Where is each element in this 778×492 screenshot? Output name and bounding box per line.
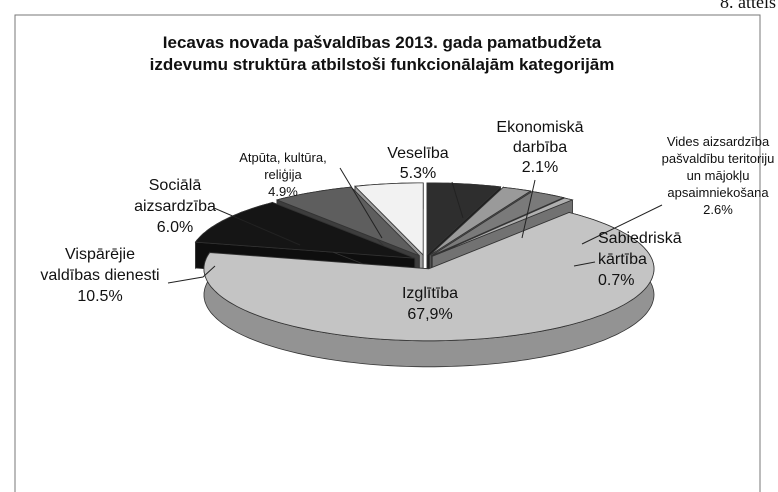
- slice: [429, 186, 532, 256]
- category-label: Sociālā aizsardzība: [134, 177, 216, 215]
- value-label: 67,9%: [407, 306, 452, 323]
- leader-line: [581, 204, 663, 245]
- slice: [432, 197, 574, 257]
- slice: [354, 182, 424, 256]
- category-label: Sabiedriskā kārtība: [598, 230, 682, 268]
- slice: [275, 186, 420, 257]
- slice: [426, 182, 502, 256]
- leader-line: [339, 167, 383, 239]
- category-label: Vispārējie valdības dienesti: [40, 246, 159, 284]
- category-label: Vides aizsardzība pašvaldību teritoriju un…: [662, 134, 775, 200]
- chart-title: Iecavas novada pašvaldības 2013. gada pa…: [163, 33, 602, 52]
- pie-tops: [194, 182, 655, 342]
- value-label: 6.0%: [157, 219, 193, 236]
- category-label: Veselība: [387, 145, 448, 162]
- category-label: Atpūta, kultūra, reliģija: [239, 150, 326, 182]
- figure-label: 8. attēls: [720, 0, 776, 12]
- category-label: Ekonomiskā darbība: [496, 119, 583, 156]
- value-label: 5.3%: [400, 165, 436, 182]
- leader-line: [521, 179, 536, 239]
- slice: [203, 212, 655, 342]
- leader-line: [213, 207, 301, 246]
- value-label: 2.1%: [522, 159, 558, 176]
- labels: Veselība 5.3% Ekonomiskā darbība 2.1% Vides a…: [40, 119, 774, 323]
- leader-line: [451, 181, 464, 219]
- leader-line: [573, 261, 596, 267]
- leader-line: [167, 265, 216, 284]
- value-label: 0.7%: [598, 272, 634, 289]
- chart-title: izdevumu struktūra atbilstoši funkcionāl…: [150, 55, 615, 74]
- slice: [431, 191, 565, 257]
- value-label: 2.6%: [703, 202, 733, 217]
- value-label: 10.5%: [77, 288, 122, 305]
- category-label: Izglītība: [402, 285, 458, 302]
- value-label: 4.9%: [268, 184, 298, 199]
- slice: [194, 201, 415, 259]
